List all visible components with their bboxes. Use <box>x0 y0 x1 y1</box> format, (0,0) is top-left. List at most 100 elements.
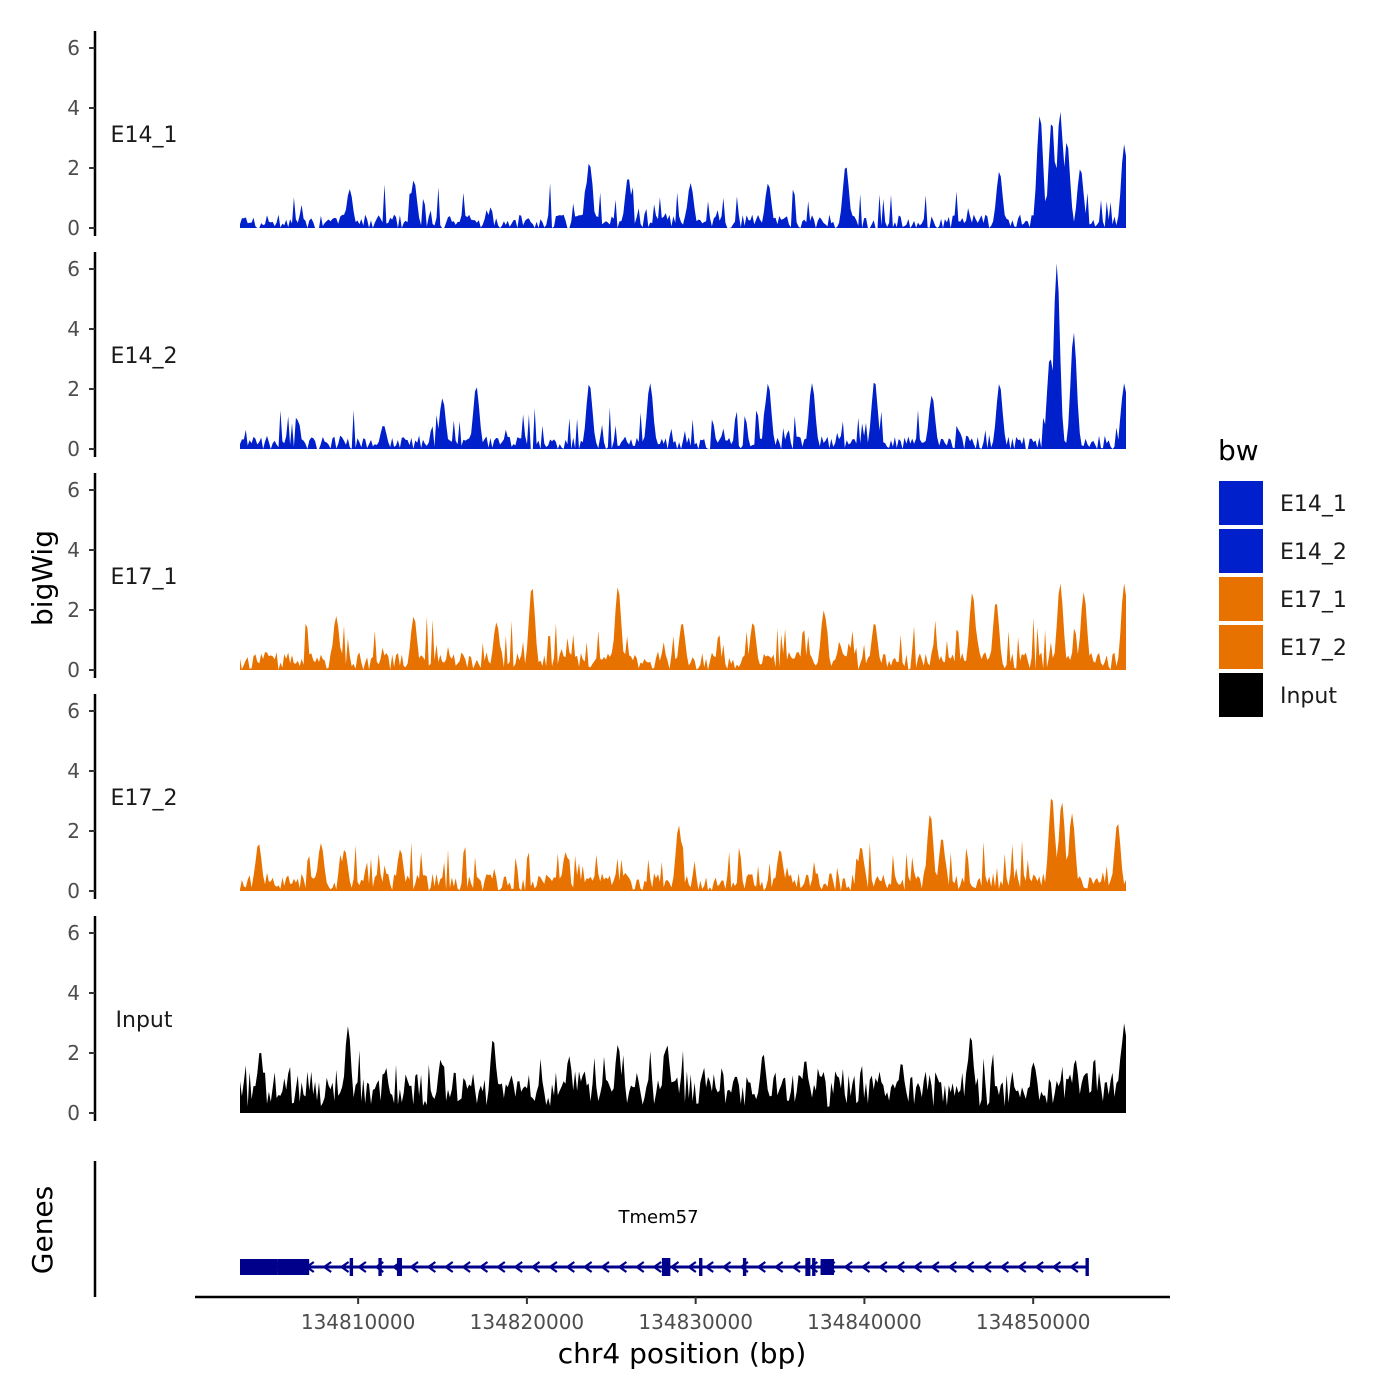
strand-arrow <box>461 1261 471 1273</box>
strand-arrow <box>843 1261 853 1273</box>
strand-arrow <box>357 1261 367 1273</box>
strand-arrow <box>860 1261 871 1273</box>
x-axis: 134810000 134820000 134830000 134840000 1348… <box>195 1295 1170 1334</box>
strand-arrow <box>669 1261 680 1273</box>
strand-arrow <box>982 1261 992 1273</box>
y-tick-label: 2 <box>67 1041 80 1065</box>
track-E17_1: 0 2 4 6 E17_1 <box>67 473 1126 682</box>
track-label: Input <box>116 1008 173 1033</box>
signal-area-E14_1 <box>240 111 1126 228</box>
strand-arrow <box>791 1261 801 1273</box>
signal-area-E17_2 <box>240 798 1126 891</box>
gene-exon <box>812 1258 816 1276</box>
strand-arrow <box>999 1261 1010 1273</box>
strand-arrow <box>773 1261 784 1273</box>
track-E14_2: 0 2 4 6 E14_2 <box>67 252 1126 461</box>
y-tick-label: 6 <box>67 478 80 502</box>
x-tick-label: 134840000 <box>807 1310 922 1334</box>
strand-arrow <box>652 1261 662 1273</box>
gene-exon <box>349 1258 354 1276</box>
y-tick-label: 6 <box>67 699 80 723</box>
gene-exon <box>277 1259 310 1275</box>
legend-key-Input <box>1219 673 1263 717</box>
track-label: E14_1 <box>111 123 178 148</box>
track-label: E17_2 <box>111 786 178 811</box>
gene-exon <box>240 1259 278 1275</box>
track-E14_1: 0 2 4 6 E14_1 <box>67 31 1126 240</box>
strand-arrow <box>1069 1261 1079 1273</box>
genes-track: Tmem57 <box>93 1161 1089 1297</box>
y-tick-label: 0 <box>67 879 80 903</box>
y-tick-label: 4 <box>67 317 80 341</box>
strand-arrow <box>548 1261 558 1273</box>
track-Input: 0 2 4 6 Input <box>67 916 1126 1125</box>
legend-key-E17_2 <box>1219 625 1263 669</box>
strand-arrow <box>947 1261 957 1273</box>
y-tick-label: 2 <box>67 377 80 401</box>
tracks-group: 0 2 4 6 E14_1 0 2 4 6 E14_2 0 2 4 6 E17_1 0 2 4 6 E17_2 0 2 4 6… <box>67 31 1126 1125</box>
strand-arrow <box>443 1261 454 1273</box>
legend-key-E14_1 <box>1219 481 1263 525</box>
legend-key-E14_2 <box>1219 529 1263 573</box>
strand-arrow <box>409 1261 419 1273</box>
y-tick-label: 4 <box>67 759 80 783</box>
y-tick-label: 6 <box>67 921 80 945</box>
y-tick-label: 4 <box>67 981 80 1005</box>
y-tick-label: 0 <box>67 1101 80 1125</box>
strand-arrow <box>704 1261 714 1273</box>
strand-arrow <box>1016 1261 1027 1273</box>
y-tick-label: 4 <box>67 96 80 120</box>
legend-key-E17_1 <box>1219 577 1263 621</box>
x-tick-label: 134810000 <box>301 1310 416 1334</box>
track-label: E14_2 <box>111 344 178 369</box>
legend: E14_1 E14_2 E17_1 E17_2 Input <box>1219 481 1347 717</box>
track-label: E17_1 <box>111 565 178 590</box>
strand-arrow <box>912 1261 923 1273</box>
y-tick-label: 4 <box>67 538 80 562</box>
strand-arrow <box>1051 1261 1062 1273</box>
strand-arrow <box>495 1261 506 1273</box>
legend-label-E14_1: E14_1 <box>1280 492 1347 517</box>
strand-arrow <box>1034 1261 1044 1273</box>
gene-exon <box>378 1258 382 1276</box>
gene-name-label: Tmem57 <box>618 1207 699 1228</box>
y-tick-label: 0 <box>67 216 80 240</box>
legend-title: bw <box>1218 434 1259 467</box>
y-tick-label: 6 <box>67 257 80 281</box>
gene-exon <box>1085 1258 1089 1276</box>
strand-arrow <box>686 1261 697 1273</box>
strand-arrow <box>895 1261 905 1273</box>
strand-arrow <box>617 1261 628 1273</box>
strand-arrow <box>877 1261 888 1273</box>
x-axis-title: chr4 position (bp) <box>558 1337 807 1370</box>
strand-arrow <box>339 1261 350 1273</box>
y-axis-title: bigWig <box>26 530 59 626</box>
gene-exon <box>805 1258 811 1276</box>
y-tick-label: 6 <box>67 36 80 60</box>
legend-label-E14_2: E14_2 <box>1280 540 1347 565</box>
signal-area-E14_2 <box>240 263 1126 449</box>
strand-arrow <box>634 1261 645 1273</box>
legend-label-Input: Input <box>1280 684 1337 709</box>
strand-arrow <box>756 1261 766 1273</box>
legend-label-E17_2: E17_2 <box>1280 636 1347 661</box>
x-tick-label: 134830000 <box>638 1310 753 1334</box>
strand-arrow <box>478 1261 489 1273</box>
signal-area-E17_1 <box>240 583 1126 670</box>
strand-arrow <box>721 1261 732 1273</box>
legend-label-E17_1: E17_1 <box>1280 588 1347 613</box>
gene-exon <box>699 1258 703 1276</box>
strand-arrow <box>600 1261 610 1273</box>
y-tick-label: 2 <box>67 598 80 622</box>
x-tick-label: 134820000 <box>470 1310 585 1334</box>
gene-exon <box>820 1259 835 1275</box>
strand-arrow <box>322 1261 332 1273</box>
strand-arrow <box>930 1261 940 1273</box>
strand-arrow <box>582 1261 593 1273</box>
strand-arrow <box>565 1261 575 1273</box>
genes-axis-title: Genes <box>26 1186 59 1274</box>
strand-arrow <box>426 1261 437 1273</box>
x-tick-label: 134850000 <box>976 1310 1091 1334</box>
gene-exon <box>661 1258 671 1276</box>
